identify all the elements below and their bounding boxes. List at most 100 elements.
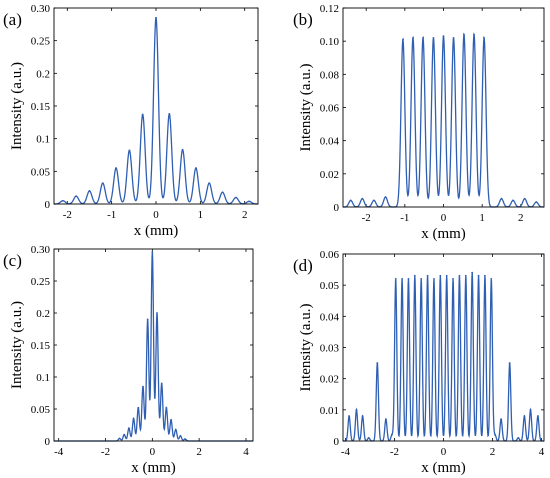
data-point (361, 415, 364, 417)
y-tick-label: 0.25 (31, 276, 51, 288)
x-tick-label: 2 (242, 209, 248, 221)
data-point (142, 385, 144, 388)
data-point (464, 274, 467, 277)
y-axis-label: Intensity (a.u.) (9, 301, 25, 389)
data-point (355, 408, 358, 411)
data-point (413, 274, 416, 277)
axes-frame (342, 7, 545, 208)
x-tick-label: 2 (196, 446, 202, 458)
data-point (151, 251, 154, 254)
y-tick-label: 0.05 (31, 166, 51, 178)
data-point (141, 113, 144, 116)
data-point (433, 278, 435, 280)
x-tick-label: 2 (518, 212, 524, 224)
x-axis-label: x (mm) (421, 226, 466, 242)
axes-frame (342, 253, 545, 442)
data-point (137, 406, 140, 409)
x-tick-label: 1 (198, 209, 204, 221)
data-point (168, 112, 171, 115)
y-tick-label: 0.15 (31, 101, 51, 113)
data-point (348, 415, 351, 417)
data-point (458, 274, 461, 277)
data-point (473, 33, 475, 36)
data-point (75, 195, 78, 198)
data-point (412, 36, 414, 39)
x-tick-label: -2 (390, 446, 399, 458)
data-point (484, 274, 486, 277)
data-point (165, 406, 168, 409)
data-point (88, 190, 91, 192)
data-point (500, 418, 503, 421)
data-point (529, 408, 532, 411)
data-point (221, 191, 224, 194)
y-tick-label: 0.02 (320, 374, 339, 386)
x-tick-label: 0 (150, 446, 156, 458)
data-point (420, 278, 423, 280)
data-point (234, 196, 237, 199)
data-point (439, 274, 442, 277)
panel-label: (d) (293, 256, 313, 275)
data-point (118, 437, 121, 440)
y-tick-label: 0.06 (320, 103, 340, 115)
data-point (402, 38, 404, 41)
data-point (508, 362, 511, 364)
y-tick-label: 0.2 (36, 68, 50, 80)
panel-label: (a) (3, 10, 22, 29)
data-point (535, 201, 538, 203)
data-point (523, 197, 526, 200)
x-tick-label: 2 (490, 446, 496, 458)
y-tick-label: 0.04 (320, 136, 340, 148)
x-axis-label: x (mm) (134, 223, 179, 239)
y-axis-label: Intensity (a.u.) (298, 304, 314, 392)
data-point (174, 428, 177, 431)
panel-4: 0 0.01 0.02 0.03 0.04 0.05 0.06 -4 -2 0 2 4 x (mm) In… (293, 249, 545, 476)
data-point (248, 200, 251, 203)
y-tick-label: 0.30 (31, 3, 51, 15)
data-point (452, 36, 455, 39)
y-tick-label: 0.05 (320, 280, 340, 292)
data-point (517, 436, 520, 439)
data-point (394, 278, 397, 280)
y-tick-label: 0 (45, 199, 51, 211)
x-tick-label: 4 (539, 446, 545, 458)
data-point (523, 415, 526, 417)
x-tick-label: -2 (101, 446, 110, 458)
x-tick-label: -4 (54, 446, 64, 458)
data-point (184, 438, 187, 440)
data-point (367, 436, 370, 439)
y-axis-label: Intensity (a.u.) (298, 64, 314, 152)
data-point (195, 167, 197, 169)
x-tick-label: -1 (400, 212, 409, 224)
x-tick-label: 4 (243, 446, 249, 458)
data-point (146, 318, 149, 321)
data-point (536, 415, 539, 417)
data-point (471, 271, 474, 274)
data-point (483, 36, 485, 39)
y-tick-label: 0.02 (320, 169, 339, 181)
y-tick-label: 0.2 (36, 308, 50, 320)
data-point (181, 148, 184, 151)
data-point (160, 382, 163, 385)
x-tick-label: 0 (441, 446, 447, 458)
data-point (361, 197, 364, 200)
data-point (442, 35, 445, 38)
y-tick-label: 0.30 (31, 244, 51, 256)
x-tick-label: 1 (479, 212, 485, 224)
axes-frame (53, 7, 259, 205)
panel-label: (c) (3, 251, 22, 270)
x-axis-label: x (mm) (421, 460, 466, 476)
data-point (115, 167, 117, 169)
data-point (384, 196, 387, 198)
data-point (494, 433, 496, 436)
data-point (123, 433, 126, 436)
data-point (490, 278, 493, 280)
data-point (156, 312, 158, 314)
y-tick-label: 0.01 (320, 405, 339, 417)
data-point (179, 434, 182, 437)
data-point (384, 418, 387, 421)
y-tick-label: 0.1 (36, 372, 50, 384)
data-point (426, 274, 429, 277)
x-tick-label: 0 (153, 209, 159, 221)
y-tick-label: 0 (45, 436, 51, 448)
